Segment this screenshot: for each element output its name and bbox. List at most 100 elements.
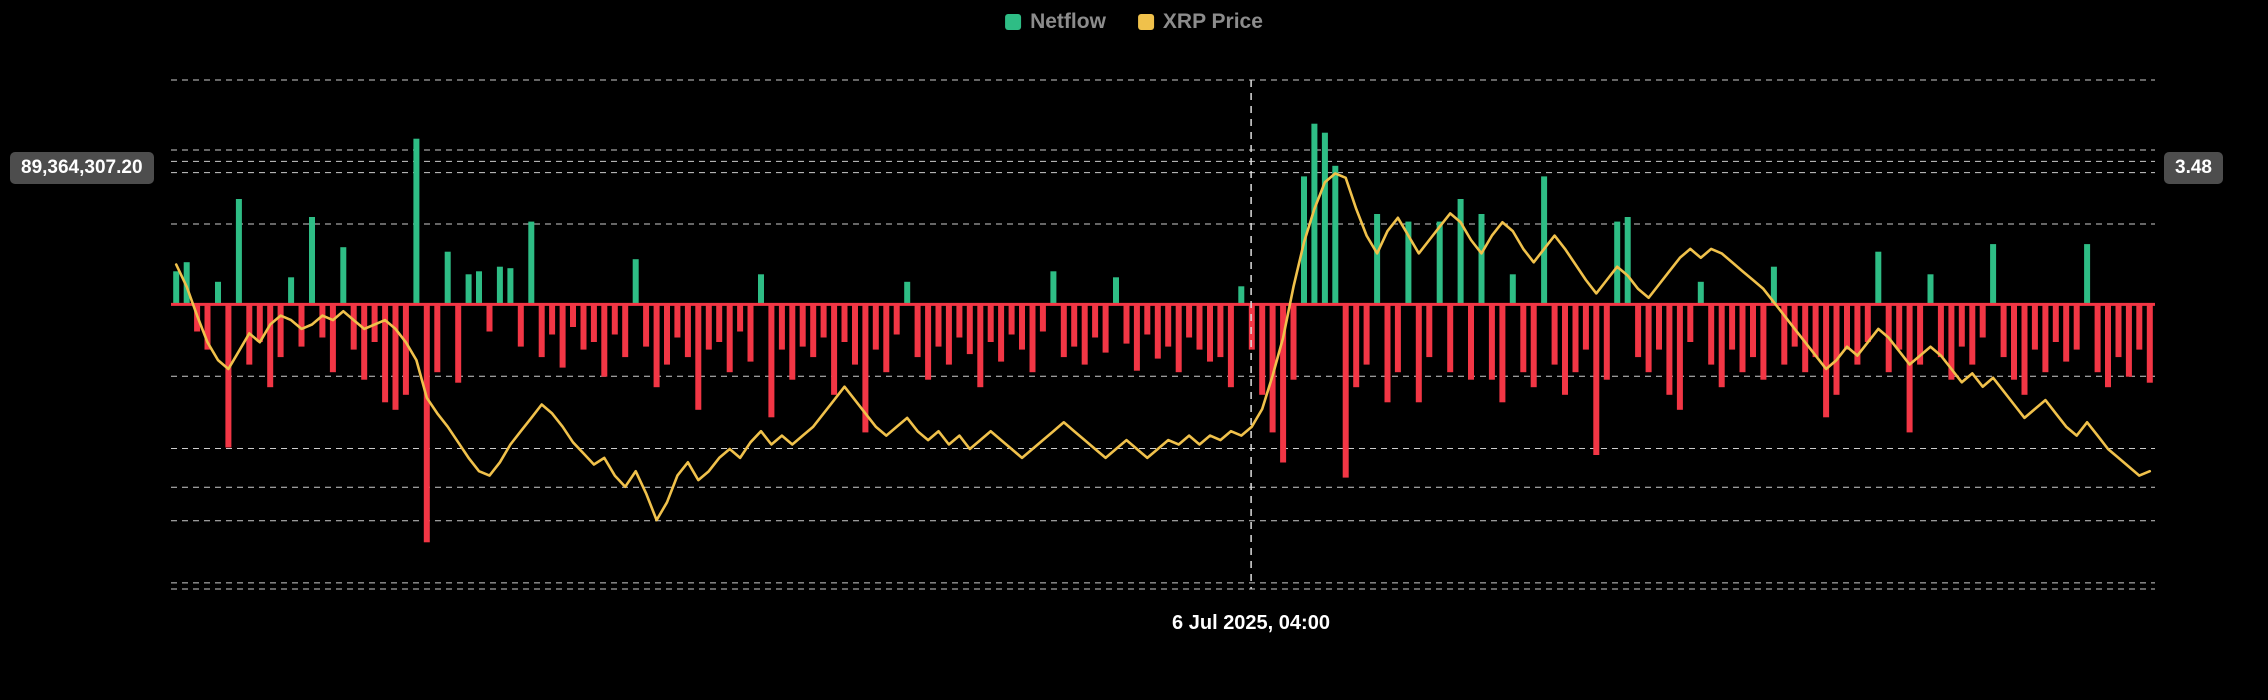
netflow-bar [1854, 304, 1861, 365]
netflow-bar [1958, 304, 1965, 347]
netflow-bar [935, 304, 942, 347]
netflow-bar [1603, 304, 1610, 380]
netflow-bar [434, 304, 441, 373]
netflow-bar [1311, 123, 1318, 305]
netflow-bar [914, 304, 921, 358]
netflow-bar [695, 304, 702, 410]
netflow-bar [549, 304, 556, 335]
netflow-bar [1593, 304, 1600, 455]
netflow-bar [256, 304, 263, 342]
netflow-bar [1760, 304, 1767, 380]
netflow-bar [1864, 304, 1871, 342]
netflow-bar [1102, 304, 1109, 353]
netflow-bar [1645, 304, 1652, 373]
netflow-bar [183, 262, 190, 305]
legend-item-xrp-price[interactable]: XRP Price [1137, 10, 1263, 34]
netflow-bar [413, 138, 420, 305]
netflow-bar [1290, 304, 1297, 380]
netflow-bar [1750, 304, 1756, 358]
legend-item-netflow[interactable]: Netflow [1005, 10, 1106, 34]
netflow-bar [852, 304, 858, 365]
netflow-bar [1133, 304, 1140, 371]
netflow-bar [1614, 221, 1621, 305]
netflow-bar [1917, 304, 1924, 365]
netflow-bar [1541, 176, 1548, 305]
netflow-bar [1844, 304, 1850, 350]
netflow-bar [1238, 286, 1245, 305]
netflow-bar [1656, 304, 1662, 350]
netflow-bar [1207, 304, 1213, 362]
netflow-bar [862, 304, 869, 433]
netflow-bar [1447, 304, 1454, 373]
netflow-bar [883, 304, 890, 373]
netflow-bar [361, 304, 368, 380]
netflow-bar [1948, 304, 1955, 380]
netflow-bar [1144, 304, 1151, 335]
netflow-bar [1123, 304, 1130, 344]
netflow-bar [705, 304, 712, 350]
netflow-bar [1572, 304, 1579, 373]
netflow-bar [1697, 281, 1704, 305]
netflow-bar [1896, 304, 1903, 350]
netflow-bar [925, 304, 932, 380]
netflow-bar [1186, 304, 1193, 338]
netflow-bar [1687, 304, 1694, 342]
netflow-bar [277, 304, 284, 358]
netflow-bar [1154, 304, 1161, 359]
netflow-bar [465, 274, 472, 305]
netflow-bar [1363, 304, 1370, 365]
netflow-bar [1937, 304, 1944, 358]
netflow-bar [2115, 304, 2122, 358]
netflow-bar [632, 259, 639, 305]
netflow-bar [1906, 304, 1913, 433]
netflow-bar [893, 304, 900, 335]
netflow-bar [1676, 304, 1683, 410]
netflow-bar [1718, 304, 1725, 388]
netflow-bar [1269, 304, 1276, 433]
netflow-bar [1551, 304, 1558, 365]
netflow-bar [340, 247, 347, 305]
netflow-bar [611, 304, 618, 335]
netflow-bar [1353, 304, 1360, 388]
netflow-bar [945, 304, 952, 365]
netflow-bar [1582, 304, 1589, 350]
netflow-bar [1781, 304, 1788, 365]
netflow-bar [1791, 304, 1798, 347]
netflow-bar [1562, 304, 1568, 395]
netflow-bar [1113, 277, 1119, 305]
netflow-bar [684, 304, 691, 358]
netflow-bar [872, 304, 879, 350]
netflow-bar [1436, 221, 1443, 305]
netflow-bar [507, 268, 514, 305]
netflow-bar [476, 271, 482, 305]
netflow-bar [402, 304, 409, 395]
netflow-bar [496, 266, 503, 305]
netflow-bar [956, 304, 963, 338]
netflow-bar [1050, 271, 1057, 305]
netflow-bar [1342, 304, 1349, 478]
netflow-bar [831, 304, 838, 395]
netflow-bar [674, 304, 681, 338]
netflow-bar [590, 304, 597, 342]
netflow-bar [737, 304, 744, 332]
netflow-bar [1259, 304, 1266, 395]
netflow-bar [2125, 304, 2132, 377]
netflow-bar [1457, 199, 1464, 305]
netflow-bar [215, 281, 221, 305]
netflow-bar [1227, 304, 1234, 388]
netflow-bar [235, 199, 242, 305]
netflow-bar [444, 251, 451, 305]
netflow-bar [2011, 304, 2017, 380]
crosshair-time-label: 6 Jul 2025, 04:00 [1172, 612, 1330, 634]
netflow-bar [1426, 304, 1433, 358]
netflow-bar [726, 304, 733, 373]
netflow-bar [1499, 304, 1506, 403]
netflow-bar [643, 304, 650, 347]
netflow-bar [1405, 221, 1412, 305]
netflow-bar [2063, 304, 2070, 362]
netflow-bar [778, 304, 785, 350]
netflow-bar [2084, 244, 2091, 305]
netflow-bar [1384, 304, 1391, 403]
left-axis-crosshair-value: 89,364,307.20 [10, 152, 154, 184]
